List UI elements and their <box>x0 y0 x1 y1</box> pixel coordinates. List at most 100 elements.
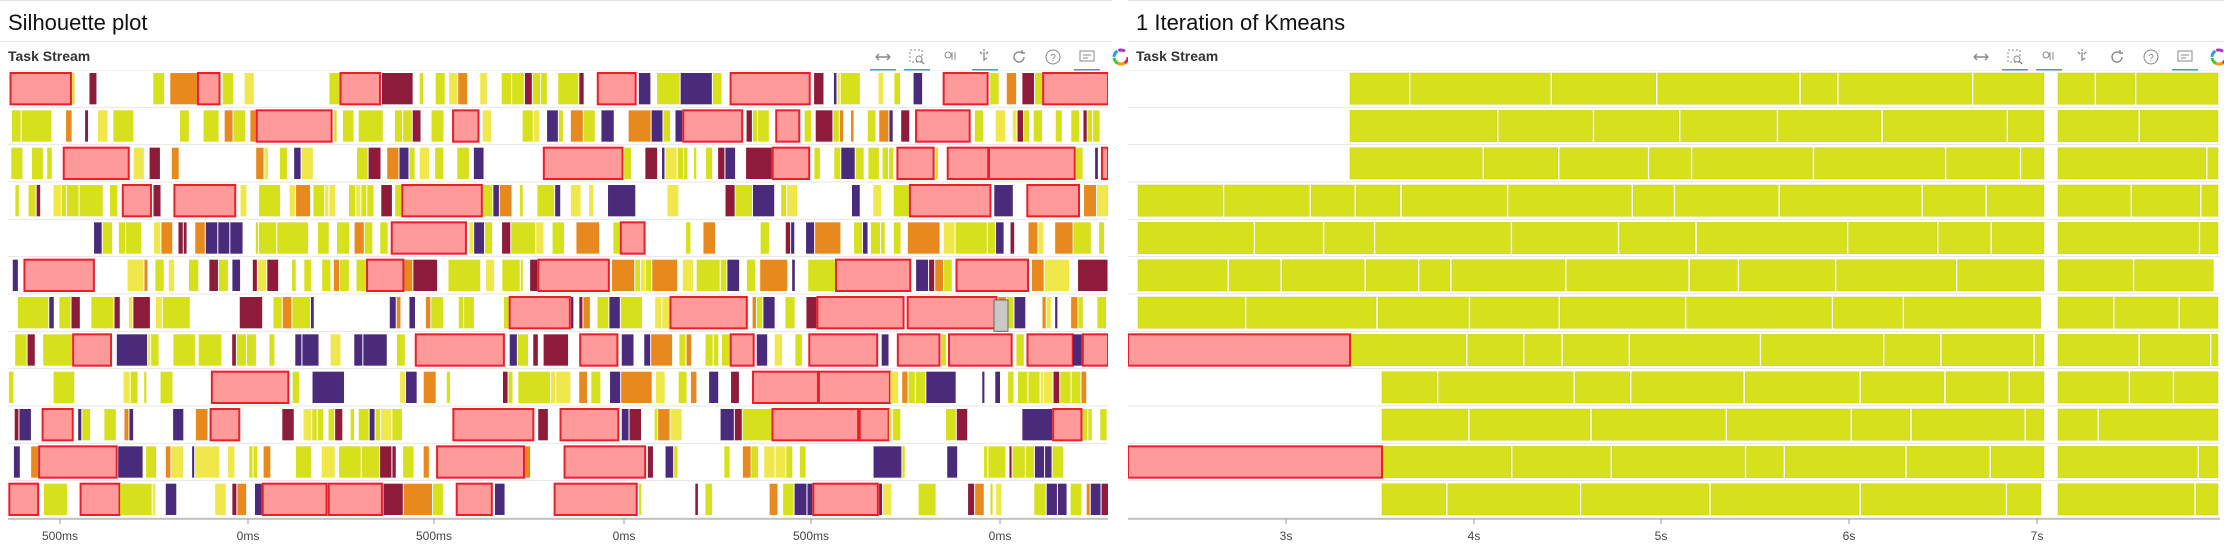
task-bar[interactable] <box>873 185 881 217</box>
task-bar[interactable] <box>1087 110 1093 142</box>
task-bar[interactable] <box>1559 147 1648 180</box>
task-bar[interactable] <box>525 446 531 478</box>
task-bar[interactable] <box>1045 446 1052 478</box>
transfer-bar[interactable] <box>908 184 992 218</box>
task-bar[interactable] <box>518 371 551 403</box>
task-bar[interactable] <box>413 259 438 291</box>
task-bar[interactable] <box>1848 222 1938 254</box>
task-bar[interactable] <box>684 147 688 179</box>
task-bar[interactable] <box>621 371 652 403</box>
task-bar[interactable] <box>870 222 881 254</box>
task-bar[interactable] <box>608 185 636 217</box>
task-bar[interactable] <box>868 147 879 179</box>
task-bar[interactable] <box>263 446 271 478</box>
task-bar[interactable] <box>85 110 89 142</box>
task-bar[interactable] <box>1686 296 1832 329</box>
task-bar[interactable] <box>2132 184 2201 217</box>
task-bar[interactable] <box>1838 72 1972 105</box>
task-bar[interactable] <box>1072 334 1082 366</box>
task-bar[interactable] <box>532 73 541 105</box>
help-icon[interactable]: ? <box>2138 45 2164 69</box>
task-bar[interactable] <box>667 185 679 217</box>
task-bar[interactable] <box>657 73 680 105</box>
transfer-bar[interactable] <box>896 146 935 180</box>
task-bar[interactable] <box>1017 371 1028 403</box>
task-bar[interactable] <box>369 409 375 441</box>
transfer-bar[interactable] <box>452 408 535 442</box>
task-bar[interactable] <box>1246 296 1377 329</box>
task-bar[interactable] <box>1053 371 1060 403</box>
box-zoom-icon[interactable] <box>904 45 930 71</box>
task-bar[interactable] <box>104 409 116 441</box>
transfer-bar[interactable] <box>1026 333 1074 367</box>
task-bar[interactable] <box>244 73 254 105</box>
task-bar[interactable] <box>1071 110 1080 142</box>
task-bar[interactable] <box>313 185 325 217</box>
task-bar[interactable] <box>423 446 429 478</box>
task-bar[interactable] <box>1137 259 1228 292</box>
task-bar[interactable] <box>746 147 772 179</box>
task-bar[interactable] <box>695 483 698 515</box>
task-bar[interactable] <box>2136 72 2219 105</box>
task-bar[interactable] <box>2057 408 2098 441</box>
task-bar[interactable] <box>760 259 788 291</box>
task-bar[interactable] <box>795 334 802 366</box>
task-bar[interactable] <box>995 110 1006 142</box>
task-bar[interactable] <box>651 334 673 366</box>
task-bar[interactable] <box>14 409 19 441</box>
task-bar[interactable] <box>522 110 533 142</box>
task-bar[interactable] <box>19 409 31 441</box>
task-bar[interactable] <box>785 222 791 254</box>
reset-icon[interactable] <box>2104 45 2130 69</box>
task-bar[interactable] <box>171 147 179 179</box>
transfer-bar[interactable] <box>948 333 1013 367</box>
task-bar[interactable] <box>990 73 999 105</box>
task-bar[interactable] <box>709 371 719 403</box>
transfer-bar[interactable] <box>210 370 290 404</box>
task-bar[interactable] <box>403 483 433 515</box>
task-bar[interactable] <box>501 73 512 105</box>
task-bar[interactable] <box>433 483 443 515</box>
task-bar[interactable] <box>1710 483 1860 516</box>
task-bar[interactable] <box>1044 259 1070 291</box>
task-bar[interactable] <box>982 371 985 403</box>
task-bar[interactable] <box>841 147 855 179</box>
task-bar[interactable] <box>705 483 713 515</box>
task-bar[interactable] <box>11 110 21 142</box>
task-bar[interactable] <box>483 185 493 217</box>
task-bar[interactable] <box>792 259 795 291</box>
task-bar[interactable] <box>294 147 301 179</box>
task-bar[interactable] <box>203 110 219 142</box>
task-bar[interactable] <box>1024 110 1029 142</box>
task-bar[interactable] <box>1006 297 1014 329</box>
task-bar[interactable] <box>543 334 569 366</box>
task-bar[interactable] <box>1401 184 1507 217</box>
task-bar[interactable] <box>881 334 889 366</box>
task-bar[interactable] <box>195 409 208 441</box>
task-bar[interactable] <box>236 334 246 366</box>
task-bar[interactable] <box>1060 371 1071 403</box>
task-bar[interactable] <box>975 483 984 515</box>
task-bar[interactable] <box>509 334 517 366</box>
task-bar[interactable] <box>583 110 595 142</box>
task-bar[interactable] <box>118 222 126 254</box>
task-bar[interactable] <box>449 73 458 105</box>
task-bar[interactable] <box>1696 222 1847 254</box>
task-bar[interactable] <box>303 409 312 441</box>
task-bar[interactable] <box>955 222 987 254</box>
task-bar[interactable] <box>146 446 157 478</box>
task-bar[interactable] <box>296 446 312 478</box>
task-bar[interactable] <box>133 147 144 179</box>
task-bar[interactable] <box>1071 371 1081 403</box>
task-bar[interactable] <box>2057 483 2195 516</box>
transfer-bar[interactable] <box>255 109 333 143</box>
task-bar[interactable] <box>292 371 300 403</box>
transfer-bar[interactable] <box>8 482 40 516</box>
task-bar[interactable] <box>1137 222 1254 254</box>
task-bar[interactable] <box>751 446 759 478</box>
task-bar[interactable] <box>1560 296 1685 329</box>
task-bar[interactable] <box>1097 185 1108 217</box>
task-bar[interactable] <box>215 483 226 515</box>
task-bar[interactable] <box>47 147 52 179</box>
task-bar[interactable] <box>720 409 734 441</box>
